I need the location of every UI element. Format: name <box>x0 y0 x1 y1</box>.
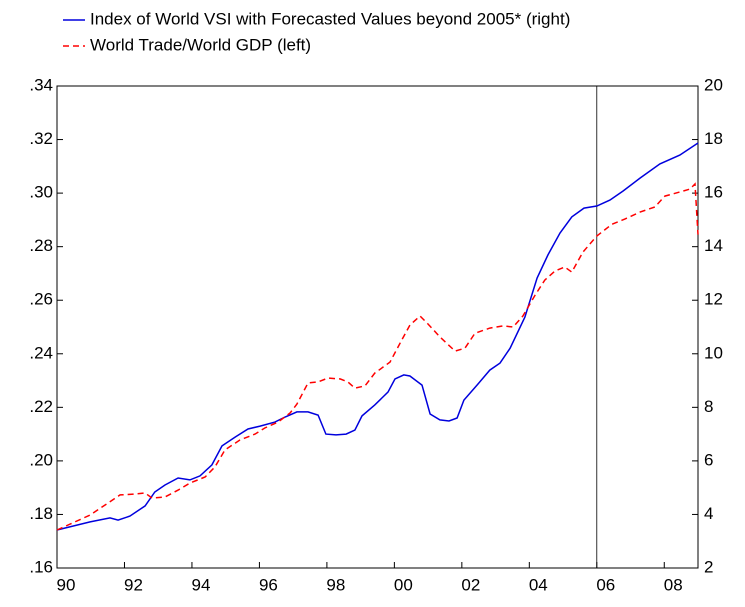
legend-label: Index of World VSI with Forecasted Value… <box>90 9 570 28</box>
y-tick-label: .32 <box>29 129 53 148</box>
y2-tick-label: 18 <box>704 129 723 148</box>
y2-tick-label: 2 <box>704 557 713 576</box>
y2-tick-label: 4 <box>704 504 713 523</box>
y2-tick-label: 6 <box>704 450 713 469</box>
x-tick-label: 90 <box>57 575 76 594</box>
x-tick-label: 00 <box>394 575 413 594</box>
x-tick-label: 92 <box>124 575 143 594</box>
y-tick-label: .26 <box>29 290 53 309</box>
y2-tick-label: 20 <box>704 75 723 94</box>
x-tick-label: 08 <box>664 575 683 594</box>
y-tick-label: .18 <box>29 504 53 523</box>
legend-label: World Trade/World GDP (left) <box>90 35 311 54</box>
series-line <box>56 182 699 531</box>
series-line <box>56 142 699 531</box>
y-tick-label: .34 <box>29 75 53 94</box>
plot-frame <box>56 85 699 569</box>
y2-tick-label: 8 <box>704 397 713 416</box>
y-tick-label: .24 <box>29 343 53 362</box>
y-tick-label: .30 <box>29 183 53 202</box>
x-tick-label: 96 <box>259 575 278 594</box>
y-tick-label: .16 <box>29 557 53 576</box>
x-tick-label: 02 <box>461 575 480 594</box>
y-tick-label: .20 <box>29 450 53 469</box>
y2-tick-label: 12 <box>704 290 723 309</box>
x-tick-label: 94 <box>191 575 210 594</box>
y2-tick-label: 10 <box>704 343 723 362</box>
y2-tick-label: 14 <box>704 236 723 255</box>
y-tick-label: .22 <box>29 397 53 416</box>
x-tick-label: 98 <box>326 575 345 594</box>
y-tick-label: .28 <box>29 236 53 255</box>
x-tick-label: 06 <box>596 575 615 594</box>
y2-tick-label: 16 <box>704 183 723 202</box>
x-tick-label: 04 <box>529 575 548 594</box>
